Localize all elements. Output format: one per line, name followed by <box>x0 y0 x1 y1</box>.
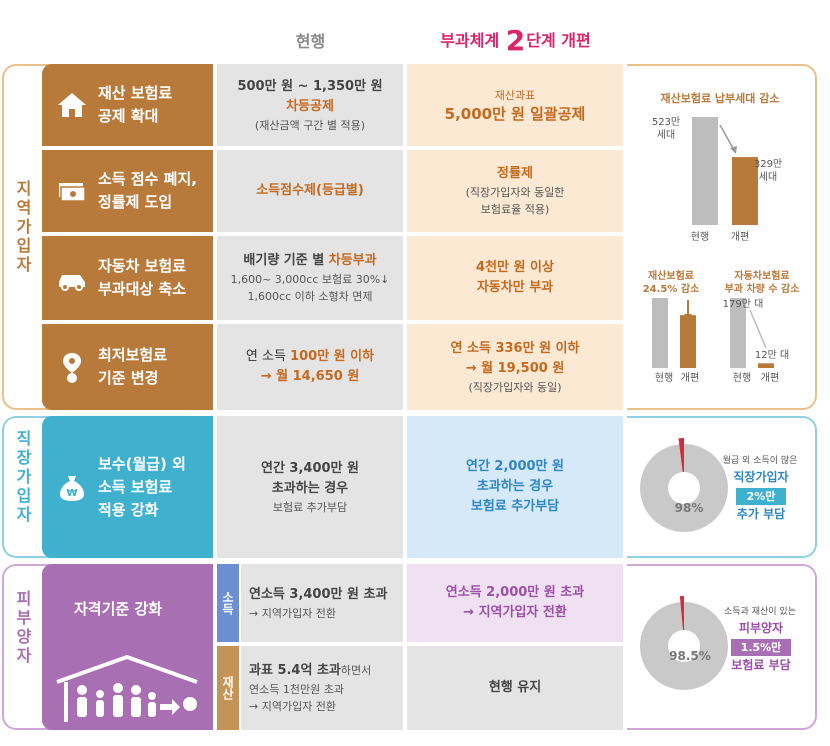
group-dependent-label: 피부양자 <box>13 590 32 666</box>
dependent-l1: 피부양자 <box>738 621 784 635</box>
main-bar-2 <box>732 157 758 225</box>
money-bag-icon: ₩ <box>60 476 84 501</box>
header-current: 현행 <box>295 32 326 51</box>
sub1-title: 재산보험료 24.5% 감소 <box>642 271 700 295</box>
group-regional-frame <box>2 64 52 410</box>
group-employee-frame <box>2 416 52 558</box>
sx2: 개편 <box>680 373 700 384</box>
sub2-title: 자동차보험료 부과 차량 수 감소 <box>724 271 800 295</box>
main-arrow-head <box>730 146 737 154</box>
employee-l2: 2%만 <box>736 488 786 505</box>
tag-property: 재산 <box>217 646 239 730</box>
bar1-label: 523만 세대 <box>651 117 681 141</box>
current-dependent-income: 연소득 3,400만 원 초과 → 지역가입자 전환 <box>241 564 403 642</box>
sx3: 현행 <box>732 373 752 384</box>
dependent-note: 소득과 재산이 있는 <box>724 607 796 617</box>
sub1-bar-1 <box>652 298 668 368</box>
employee-pie-slice-small <box>678 438 684 482</box>
current-car: 배기량 기준 별 차등부과 1,600~ 3,000cc 보험료 30%↓ 1,… <box>217 236 403 320</box>
current-extra-income: 연간 3,400만 원 초과하는 경우 보험료 추가부담 <box>217 416 403 558</box>
group-regional-label: 지역가입자 <box>13 180 32 275</box>
panel-dependent-frame <box>627 564 817 730</box>
money-icon <box>59 183 86 202</box>
sub2-arrow <box>749 309 767 349</box>
main-bar-1 <box>692 117 718 225</box>
employee-pie <box>640 438 728 532</box>
category-car: 자동차 보험료 부과대상 축소 <box>42 236 213 320</box>
sub1-bar-2 <box>680 315 696 368</box>
sub2-bar-2 <box>758 363 774 368</box>
employee-pie-hole <box>668 472 700 504</box>
new-income: 정률제 (직장가입자와 동일한 보험료율 적용) <box>407 150 623 232</box>
group-dependent-frame <box>2 564 52 730</box>
sub1-arrow-head <box>684 314 692 320</box>
current-minimum: 연 소득 100만 원 이하 → 월 14,650 원 <box>217 324 403 410</box>
current-property: 500만 원 ~ 1,350만 원 차등공제 (재산금액 구간 별 적용) <box>217 64 403 146</box>
current-dependent-property: 과표 5.4억 초과하면서 연소득 1천만원 초과 → 지역가입자 전환 <box>241 646 403 730</box>
new-property: 재산과표 5,000만 원 일괄공제 <box>407 64 623 146</box>
new-car: 4천만 원 이상 자동차만 부과 <box>407 236 623 320</box>
tag-income: 소득 <box>217 564 239 642</box>
new-minimum: 연 소득 336만 원 이하 → 월 19,500 원 (직장가입자와 동일) <box>407 324 623 410</box>
category-property-deduction: 재산 보험료 공제 확대 <box>42 64 213 146</box>
house-icon <box>58 93 86 117</box>
main-arrow <box>719 124 735 151</box>
new-extra-income: 연간 2,000만 원 초과하는 경우 보험료 추가부담 <box>407 416 623 558</box>
sx1: 현행 <box>654 373 674 384</box>
bar2-label: 329만 세대 <box>753 159 783 183</box>
dependent-l2: 1.5%만 <box>731 639 791 656</box>
family-house-icon <box>56 654 198 722</box>
employee-note: 월급 외 소득이 많은 <box>722 456 798 466</box>
employee-l3: 추가 부담 <box>736 507 786 521</box>
new-dependent-property: 현행 유지 <box>407 646 623 730</box>
employee-l1: 직장가입자 <box>733 470 789 484</box>
category-income-points: 소득 점수 폐지, 정률제 도입 <box>42 150 213 232</box>
dependent-pie-slice-small <box>679 596 684 640</box>
new-dependent-income: 연소득 2,000만 원 초과 → 지역가입자 전환 <box>407 564 623 642</box>
header-new: 부과체계 2단계 개편 <box>440 24 591 57</box>
category-minimum-premium: 최저보험료 기준 변경 <box>42 324 213 410</box>
dependent-pie <box>640 596 728 690</box>
sub2-bar-1 <box>730 298 746 368</box>
category-eligibility: 자격기준 강화 <box>42 564 213 730</box>
panel-employee-frame <box>627 416 817 558</box>
panel-regional-frame <box>627 64 817 410</box>
x-label-current: 현행 <box>690 232 710 243</box>
dependent-l3: 보험료 부담 <box>731 658 791 672</box>
current-income: 소득점수제(등급별) <box>217 150 403 232</box>
panel-regional-title: 재산보험료 납부세대 감소 <box>660 92 780 105</box>
dependent-pie-hole <box>668 630 700 662</box>
sx4: 개편 <box>760 373 780 384</box>
category-extra-income: ₩ 보수(월급) 외 소득 보험료 적용 강화 <box>42 416 213 558</box>
dependent-pie-value: 98.5% <box>669 649 711 663</box>
employee-pie-value: 98% <box>674 501 704 515</box>
group-employee-label: 직장가입자 <box>13 430 32 525</box>
sub2-value2: 12만 대 <box>754 350 790 361</box>
regional-bar-charts <box>652 117 774 368</box>
svg-text:₩: ₩ <box>66 488 77 499</box>
car-icon <box>59 275 85 291</box>
sub2-value1: 179만 대 <box>722 299 764 310</box>
x-label-new: 개편 <box>730 232 750 243</box>
location-money-icon <box>63 353 81 383</box>
